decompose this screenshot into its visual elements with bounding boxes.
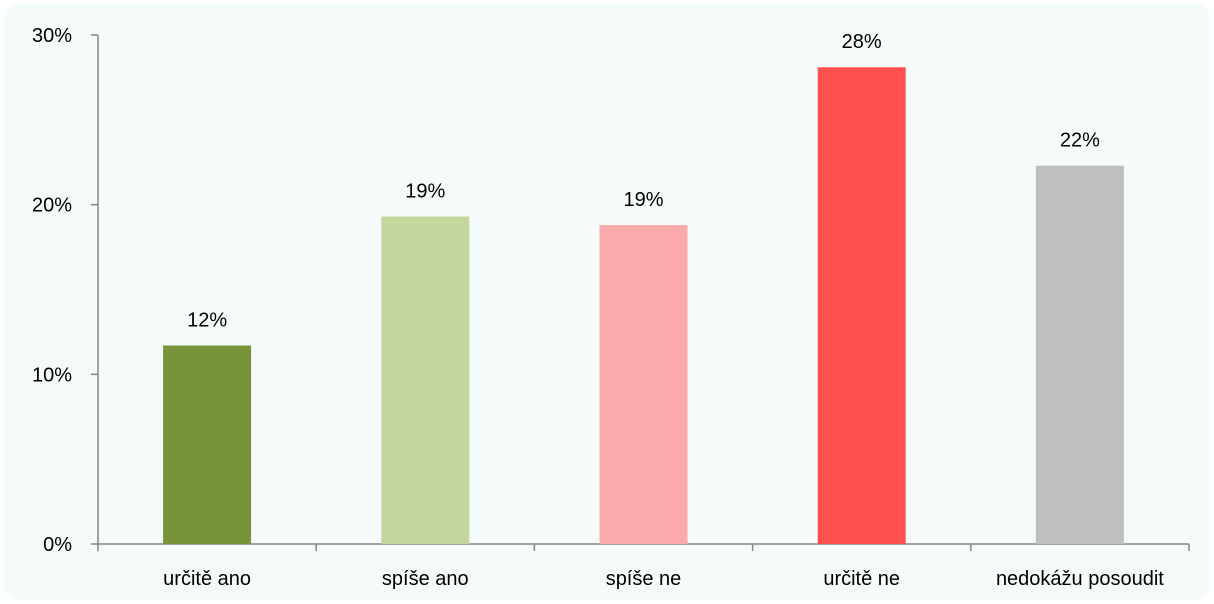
- y-tick-label: 30%: [32, 25, 72, 47]
- bar: [599, 225, 688, 544]
- data-label: 28%: [842, 31, 882, 53]
- bars: [163, 67, 1124, 545]
- x-axis: určitě ano spíše ano spíše ne určitě ne nedo…: [97, 543, 1190, 590]
- bar: [163, 345, 252, 544]
- y-tick-label: 20%: [32, 195, 72, 217]
- data-label: 22%: [1060, 130, 1100, 152]
- category-label: spíše ano: [382, 568, 469, 590]
- data-labels: 12% 19% 19% 28% 22%: [187, 31, 1100, 331]
- y-tick-label: 10%: [32, 364, 72, 386]
- data-label: 19%: [623, 189, 663, 211]
- y-tick-label: 0%: [43, 534, 72, 556]
- category-label: spíše ne: [606, 568, 682, 590]
- bar: [817, 67, 906, 544]
- data-label: 12%: [187, 309, 227, 331]
- data-label: 19%: [405, 181, 445, 203]
- category-label: nedokážu posoudit: [996, 568, 1164, 590]
- category-label: určitě ne: [823, 568, 900, 590]
- y-axis: 0% 10% 20% 30%: [32, 25, 99, 556]
- bar: [381, 216, 470, 544]
- category-label: určitě ano: [163, 568, 251, 590]
- bar: [1035, 165, 1124, 545]
